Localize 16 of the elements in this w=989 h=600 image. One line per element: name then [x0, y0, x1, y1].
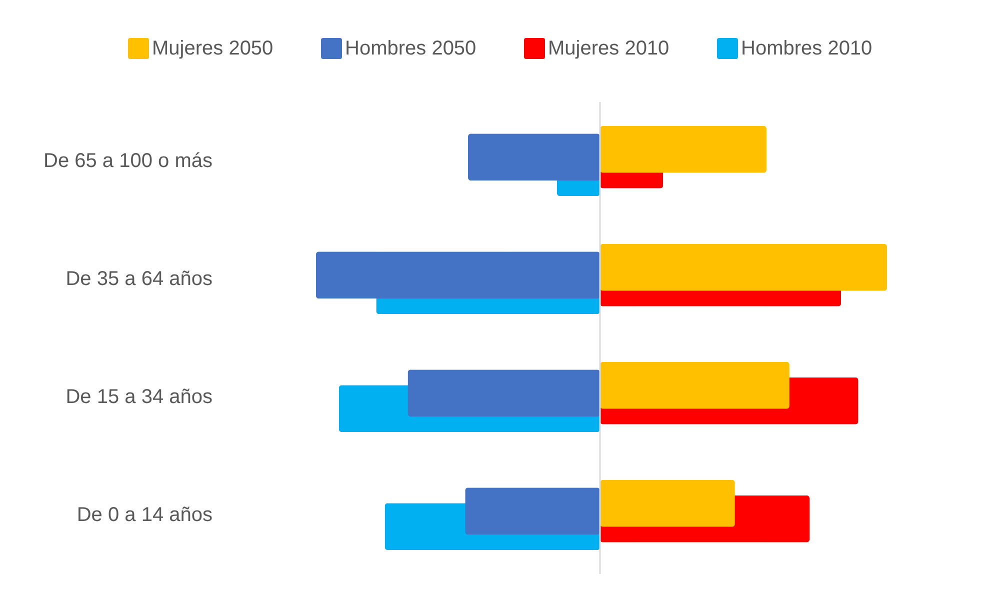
bar: [465, 488, 600, 535]
bar: [600, 126, 766, 173]
legend-label: Mujeres 2010: [548, 38, 670, 60]
bar: [600, 362, 790, 409]
y-tick-label: De 15 a 34 años: [66, 386, 212, 408]
bar: [600, 244, 887, 291]
y-tick-label: De 65 a 100 o más: [44, 150, 212, 172]
legend-label: Hombres 2050: [345, 38, 476, 60]
y-tick-label: De 0 a 14 años: [76, 504, 212, 526]
y-tick-label: De 35 a 64 años: [66, 268, 212, 290]
bar: [316, 252, 600, 299]
bar: [468, 134, 600, 181]
bar: [600, 480, 735, 527]
legend-label: Mujeres 2050: [152, 38, 274, 60]
legend-label: Hombres 2010: [741, 38, 872, 60]
bar: [408, 370, 600, 417]
